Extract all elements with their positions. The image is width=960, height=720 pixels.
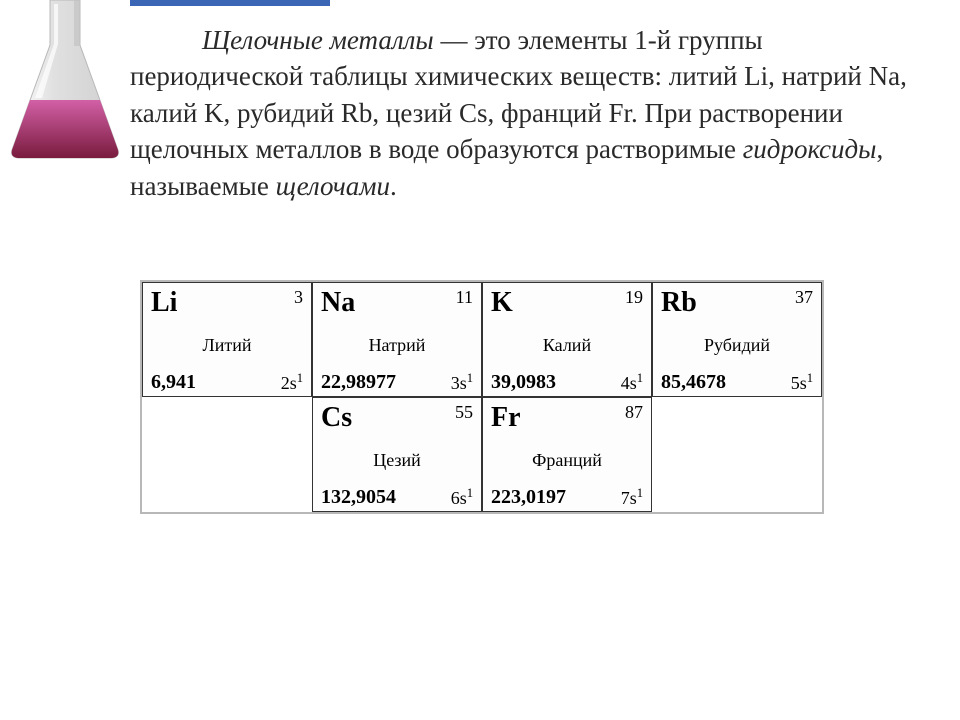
- atomic-mass: 223,0197: [491, 486, 566, 509]
- atomic-number: 55: [455, 402, 473, 423]
- term-alkali-metals: Щелочные металлы: [202, 25, 434, 55]
- element-symbol: Li: [151, 287, 177, 319]
- empty-cell: [652, 397, 822, 512]
- electron-config: 7s1: [621, 486, 643, 509]
- element-cell-li: Li 3 Литий 6,941 2s1: [142, 282, 312, 397]
- intro-paragraph: Щелочные металлы — это элементы 1-й груп…: [130, 22, 910, 204]
- atomic-number: 3: [294, 287, 303, 308]
- element-symbol: Cs: [321, 402, 352, 434]
- atomic-mass: 132,9054: [321, 486, 396, 509]
- element-name: Цезий: [321, 450, 473, 471]
- element-cell-na: Na 11 Натрий 22,98977 3s1: [312, 282, 482, 397]
- element-name: Натрий: [321, 335, 473, 356]
- electron-config: 4s1: [621, 371, 643, 394]
- element-cell-fr: Fr 87 Франций 223,0197 7s1: [482, 397, 652, 512]
- element-name: Рубидий: [661, 335, 813, 356]
- element-name: Франций: [491, 450, 643, 471]
- intro-text-4: .: [390, 171, 397, 201]
- flask-image: [0, 0, 130, 160]
- atomic-number: 87: [625, 402, 643, 423]
- atomic-mass: 6,941: [151, 371, 196, 394]
- intro-text-2: калий K, рубидий Rb, цезий Cs, франций F…: [130, 98, 843, 164]
- element-symbol: K: [491, 287, 513, 319]
- element-symbol: Rb: [661, 287, 697, 319]
- term-alkalis: щелочами: [276, 171, 390, 201]
- atomic-number: 37: [795, 287, 813, 308]
- element-name: Калий: [491, 335, 643, 356]
- empty-cell: [142, 397, 312, 512]
- element-name: Литий: [151, 335, 303, 356]
- accent-strip: [130, 0, 330, 6]
- atomic-mass: 22,98977: [321, 371, 396, 394]
- electron-config: 5s1: [791, 371, 813, 394]
- atomic-mass: 85,4678: [661, 371, 726, 394]
- electron-config: 2s1: [281, 371, 303, 394]
- element-cell-cs: Cs 55 Цезий 132,9054 6s1: [312, 397, 482, 512]
- atomic-mass: 39,0983: [491, 371, 556, 394]
- term-hydroxides: гидроксиды: [743, 134, 877, 164]
- elements-table: Li 3 Литий 6,941 2s1 Na 11 Натрий 22,98977 3s1 K 19…: [140, 280, 824, 514]
- element-cell-k: K 19 Калий 39,0983 4s1: [482, 282, 652, 397]
- element-symbol: Fr: [491, 402, 521, 434]
- element-cell-rb: Rb 37 Рубидий 85,4678 5s1: [652, 282, 822, 397]
- element-symbol: Na: [321, 287, 355, 319]
- atomic-number: 19: [625, 287, 643, 308]
- electron-config: 6s1: [451, 486, 473, 509]
- atomic-number: 11: [456, 287, 473, 308]
- electron-config: 3s1: [451, 371, 473, 394]
